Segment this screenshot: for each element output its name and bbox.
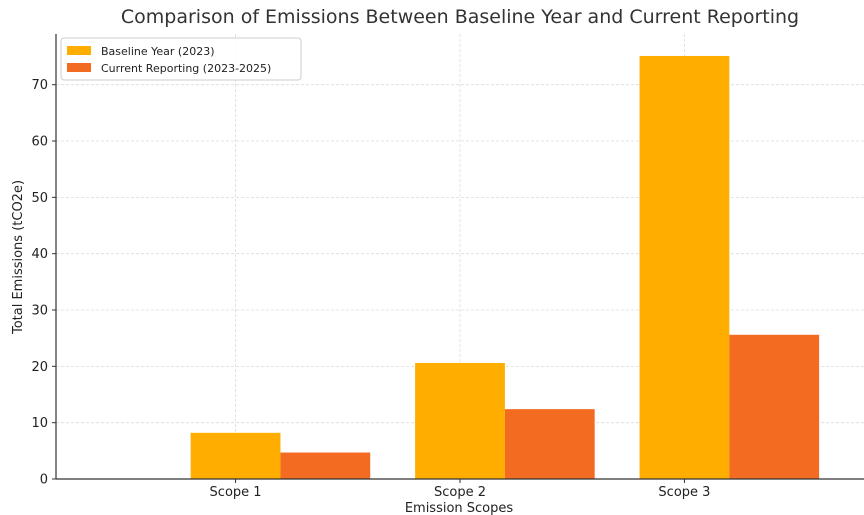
y-tick-label: 10: [31, 416, 48, 431]
y-axis-label: Total Emissions (tCO2e): [11, 180, 26, 335]
legend-label: Baseline Year (2023): [101, 45, 215, 58]
legend-box: [60, 37, 302, 81]
y-tick-label: 0: [40, 473, 48, 488]
bars: [190, 55, 820, 479]
y-tick-label: 40: [31, 247, 48, 262]
axes: [52, 34, 864, 483]
x-tick-label: Scope 3: [658, 485, 710, 500]
legend: Baseline Year (2023) Current Reporting (2…: [60, 37, 302, 81]
bar-baseline-scope-3: [639, 55, 730, 479]
bar-current-scope-2: [504, 409, 595, 479]
x-tick-label: Scope 2: [434, 485, 486, 500]
legend-swatch: [67, 46, 91, 55]
x-tick-label: Scope 1: [210, 485, 262, 500]
tick-labels: 0 10 20 30 40 50 60 70 Scope 1 Scope 2 Scope 3: [31, 78, 710, 500]
bar-baseline-scope-1: [190, 432, 281, 479]
y-tick-label: 70: [31, 78, 48, 93]
y-tick-label: 50: [31, 191, 48, 206]
x-axis-label: Emission Scopes: [405, 501, 514, 515]
y-tick-label: 60: [31, 135, 48, 150]
bar-current-scope-1: [280, 452, 371, 479]
legend-swatch: [67, 63, 91, 72]
bar-current-scope-3: [729, 334, 820, 479]
chart-title: Comparison of Emissions Between Baseline…: [120, 6, 800, 28]
y-tick-label: 30: [31, 304, 48, 319]
y-tick-label: 20: [31, 360, 48, 375]
bar-baseline-scope-2: [415, 362, 505, 479]
legend-label: Current Reporting (2023-2025): [101, 62, 271, 75]
